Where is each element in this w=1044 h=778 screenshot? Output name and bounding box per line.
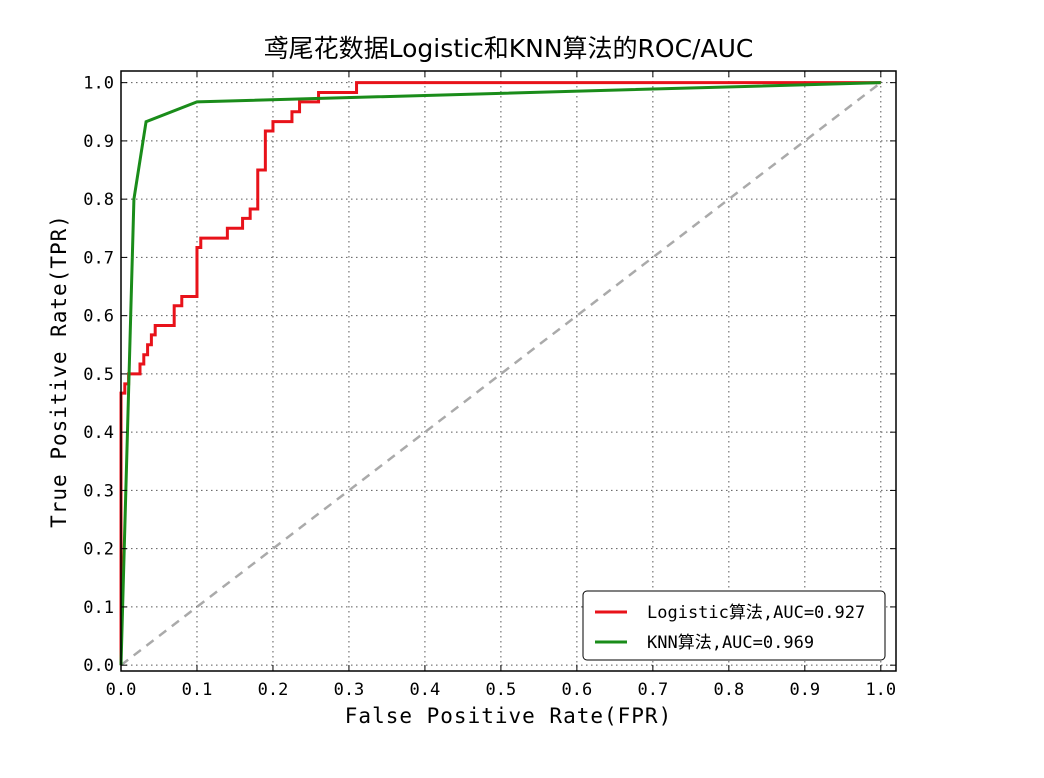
- legend: Logistic算法,AUC=0.927 KNN算法,AUC=0.969: [582, 590, 886, 661]
- knn-roc-line: [119, 81, 881, 666]
- legend-entry-logistic: Logistic算法,AUC=0.927: [647, 603, 865, 623]
- x-tick-label: 0.2: [258, 680, 289, 700]
- y-tick-label: 0.5: [83, 365, 114, 385]
- legend-entry-knn: KNN算法,AUC=0.969: [647, 633, 814, 653]
- logistic-roc-line: [119, 81, 881, 666]
- plot-frame: [120, 70, 897, 672]
- y-tick-label: 0.7: [83, 248, 114, 268]
- y-tick-label: 0.1: [83, 598, 114, 618]
- y-tick-label: 0.3: [83, 481, 114, 501]
- y-tick-label: 0.4: [83, 423, 114, 443]
- x-tick-label: 0.9: [789, 680, 820, 700]
- y-tick-label: 0.9: [83, 132, 114, 152]
- grid: [120, 71, 896, 671]
- x-tick-label: 0.3: [334, 680, 365, 700]
- y-tick-label: 1.0: [83, 74, 114, 94]
- legend-box: [582, 590, 886, 661]
- y-tick-label: 0.6: [83, 307, 114, 327]
- x-tick-label: 0.5: [486, 680, 517, 700]
- chart-title: 鸢尾花数据Logistic和KNN算法的ROC/AUC: [264, 34, 754, 63]
- x-tick-label: 0.0: [106, 680, 137, 700]
- x-axis-label: False Positive Rate(FPR): [345, 704, 672, 728]
- series-lines: [119, 81, 882, 667]
- y-tick-label: 0.0: [83, 656, 114, 676]
- x-tick-label: 0.1: [182, 680, 213, 700]
- x-tick-label: 0.8: [713, 680, 744, 700]
- x-tick-label: 0.4: [410, 680, 441, 700]
- x-tick-label: 0.7: [638, 680, 669, 700]
- y-tick-label: 0.8: [83, 190, 114, 210]
- ticks: 0.0 0.1 0.2 0.3 0.4 0.5 0.6 0.7 0.8 0.9 1.0 0.0 0.1 0…: [83, 71, 896, 700]
- y-axis-label: True Positive Rate(TPR): [47, 214, 71, 528]
- x-tick-label: 0.6: [562, 680, 593, 700]
- x-tick-label: 1.0: [865, 680, 896, 700]
- y-tick-label: 0.2: [83, 540, 114, 560]
